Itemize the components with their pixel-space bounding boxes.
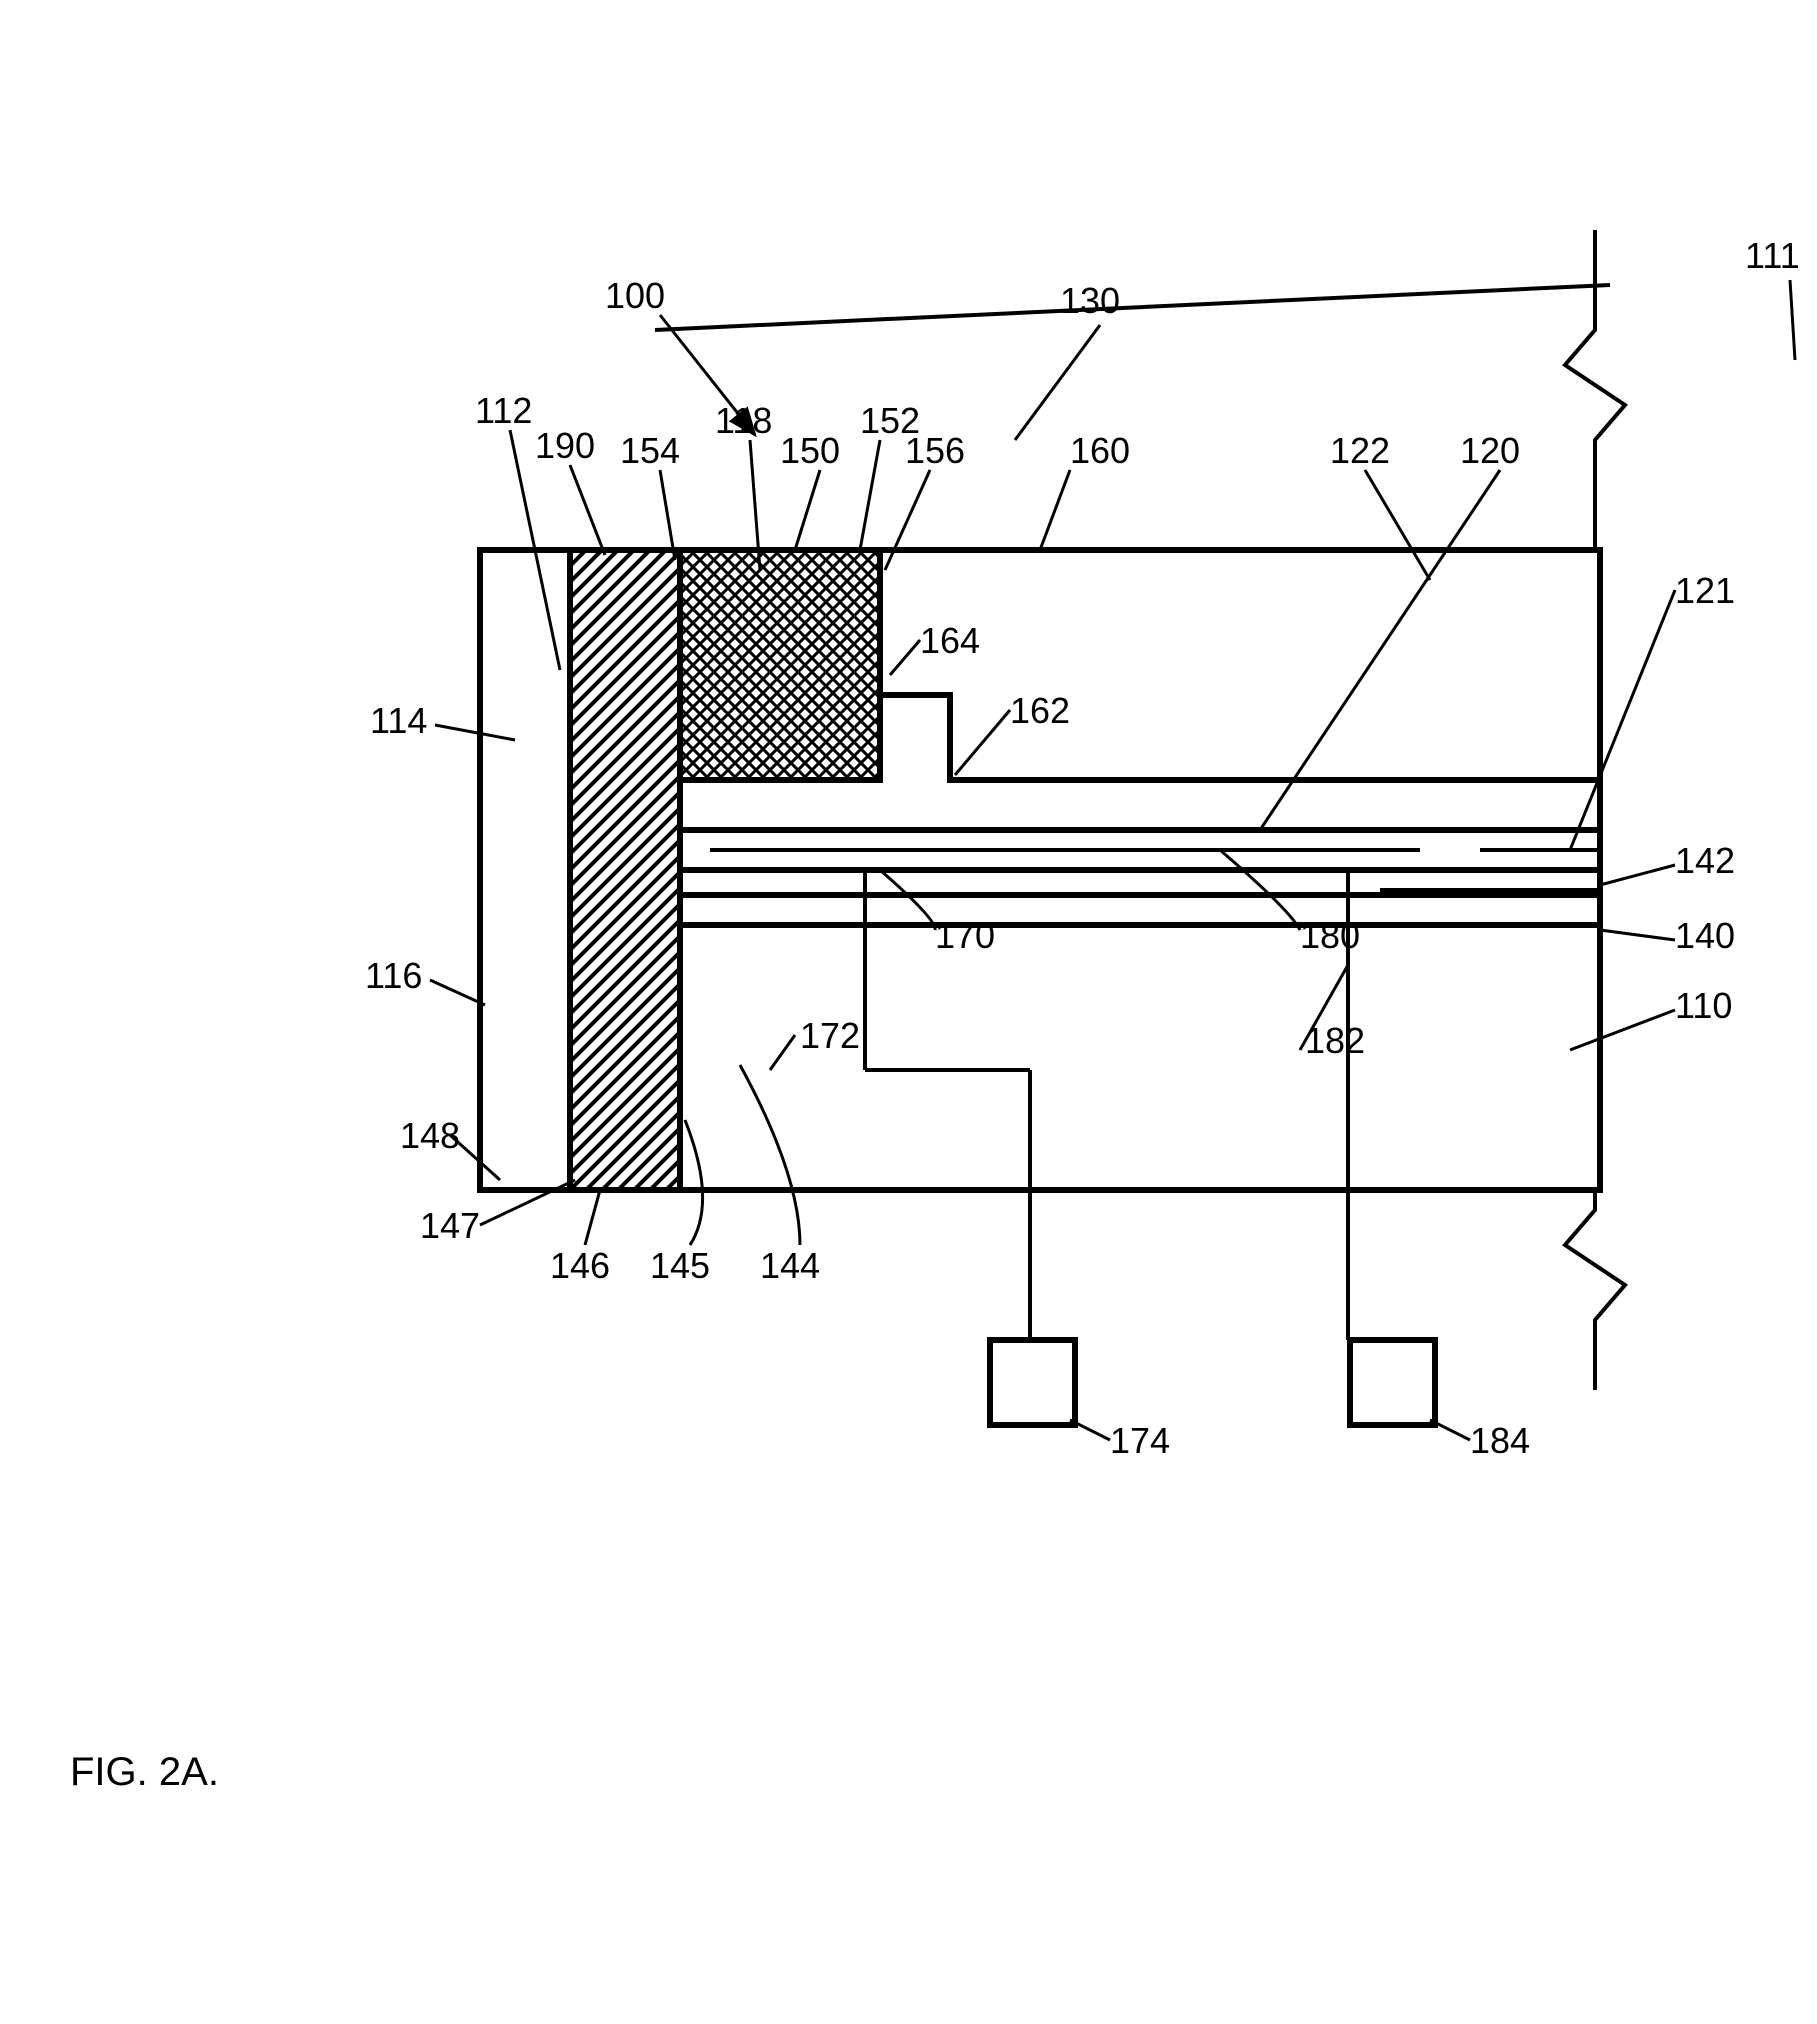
ref-label-140: 140 [1675,915,1735,957]
ref-label-174: 174 [1110,1420,1170,1462]
ref-label-122: 122 [1330,430,1390,472]
figure-caption: FIG. 2A. [70,1750,219,1795]
ref-label-111: 111 [1745,235,1800,277]
ref-label-150: 150 [780,430,840,472]
ref-label-144: 144 [760,1245,820,1287]
ref-label-118: 118 [715,400,772,442]
ref-label-110: 110 [1675,985,1732,1027]
ref-label-184: 184 [1470,1420,1530,1462]
ref-label-114: 114 [370,700,427,742]
ref-label-146: 146 [550,1245,610,1287]
ref-label-100: 100 [605,275,665,317]
ref-label-154: 154 [620,430,680,472]
ref-label-130: 130 [1060,280,1120,322]
ref-label-180: 180 [1300,915,1360,957]
ref-label-148: 148 [400,1115,460,1157]
ref-label-182text: 182 [1305,1020,1365,1062]
ref-label-112: 112 [475,390,532,432]
ref-label-160: 160 [1070,430,1130,472]
ref-label-156: 156 [905,430,965,472]
ref-label-147: 147 [420,1205,480,1247]
figure-svg [0,0,1817,2024]
ref-label-116: 116 [365,955,422,997]
ref-label-172text: 172 [800,1015,860,1057]
ref-label-162: 162 [1010,690,1070,732]
ref-label-142: 142 [1675,840,1735,882]
ref-label-121: 121 [1675,570,1735,612]
ref-label-120: 120 [1460,430,1520,472]
ref-label-164: 164 [920,620,980,662]
figure-page: 1001301111121901181541501521561601221201… [0,0,1817,2024]
ref-label-190: 190 [535,425,595,467]
ref-label-170: 170 [935,915,995,957]
ref-label-145: 145 [650,1245,710,1287]
